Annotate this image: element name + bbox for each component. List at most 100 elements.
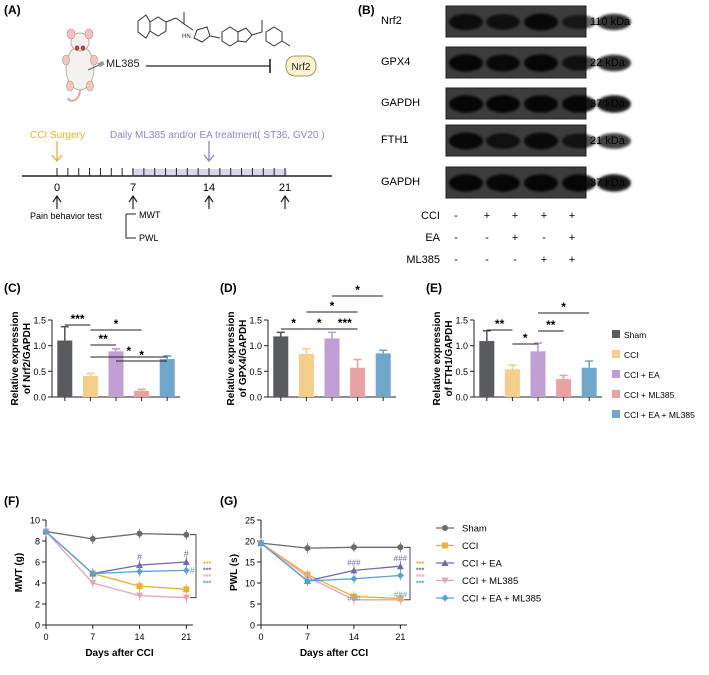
bar (324, 338, 340, 397)
y-tick-label: 10 (30, 516, 40, 526)
bar (57, 340, 73, 397)
significance-label: ** (495, 317, 505, 331)
legend-swatch (612, 390, 620, 398)
mouse-icon (62, 28, 105, 102)
test-pwl: PWL (139, 233, 159, 243)
panel-b-label: (B) (358, 3, 375, 17)
y-tick-label: 6 (35, 558, 40, 568)
blot-band (524, 132, 558, 150)
blot-band (524, 95, 558, 113)
significance-stars: *** (416, 581, 424, 588)
significance-label: * (291, 316, 296, 330)
blot-protein-label: GAPDH (381, 97, 420, 109)
legend-label: CCI (624, 350, 639, 360)
series-line (260, 542, 401, 601)
significance-label: * (523, 331, 528, 345)
legend-marker (441, 559, 449, 566)
condition-sign: - (454, 232, 458, 244)
pain-test-label: Pain behavior test (30, 211, 103, 221)
y-axis-label-line: of Nrf2/GAPDH (22, 323, 33, 394)
legend-marker (442, 542, 448, 549)
condition-sign: - (485, 232, 489, 244)
data-point (304, 545, 311, 552)
condition-sign: - (454, 210, 458, 222)
legend-label: Sham (462, 524, 487, 535)
bar-chart-legend: Sham CCI CCI + EA CCI + ML385 CCI + EA + ML3… (612, 330, 695, 420)
blot-protein-label: GAPDH (381, 176, 420, 188)
data-point (136, 561, 144, 569)
pain-test-arrowhead (204, 194, 214, 203)
legend-label: Sham (624, 330, 646, 340)
blot-band (597, 95, 631, 113)
legend-label: CCI + ML385 (462, 576, 518, 587)
x-tick-label: 14 (349, 632, 359, 642)
series-line (260, 542, 401, 582)
line-chart-g: (G) 0 5 10 15 20 25 0 7 14 21 Days after CCI PWL (s)… (220, 494, 424, 659)
blot-band (486, 95, 520, 113)
hash-annotation: ### (347, 558, 361, 567)
data-point (42, 528, 50, 536)
data-point (182, 558, 190, 565)
hash-annotation: ### (347, 594, 361, 603)
significance-stars: *** (203, 581, 211, 588)
legend-swatch (612, 350, 620, 358)
blot-band (449, 174, 483, 192)
x-tick-label: 21 (181, 632, 191, 642)
data-point (303, 577, 311, 585)
blot-band (597, 174, 631, 192)
legend-marker (441, 594, 449, 602)
hash-annotation: ### (394, 554, 408, 563)
y-axis-label-line: Relative expression (432, 312, 443, 406)
x-tick-label: 0 (43, 632, 48, 642)
legend-marker (441, 577, 449, 584)
y-axis-label-line: Relative expression (226, 312, 237, 406)
bar (134, 390, 150, 397)
timeline-day-label: 0 (54, 182, 60, 194)
condition-sign: + (512, 232, 518, 244)
blot-size-label: 21 kDa (590, 135, 626, 147)
data-point (136, 583, 143, 590)
blot-size-label: 37 kDa (590, 177, 626, 189)
blot-protein-label: GPX4 (381, 56, 410, 68)
significance-label: *** (338, 316, 352, 330)
data-point (182, 594, 190, 602)
condition-sign: - (542, 232, 546, 244)
blot-band (449, 132, 483, 150)
panel-a-label: (A) (4, 3, 21, 17)
significance-stars: *** (416, 568, 424, 575)
western-blots: Nrf2 110 kDa GPX4 22 kDa GAPDH 37 kDa FTH1 21 k… (381, 5, 631, 199)
data-point (350, 575, 358, 583)
significance-label: * (561, 300, 566, 314)
hash-annotation: # (190, 565, 195, 575)
timeline-day-label: 7 (130, 182, 136, 194)
data-point (397, 544, 404, 551)
condition-sign: + (484, 210, 490, 222)
data-point (89, 580, 97, 587)
y-tick-label: 10 (245, 579, 255, 589)
significance-label: ** (99, 332, 109, 346)
data-point (183, 531, 190, 538)
legend-marker (442, 525, 448, 531)
test-bracket (125, 214, 136, 239)
x-tick-label: 0 (258, 632, 263, 642)
blot-size-label: 22 kDa (590, 57, 626, 69)
data-point (136, 530, 143, 537)
blot-size-label: 37 kDa (590, 98, 626, 110)
significance-label: * (317, 316, 322, 330)
bar (298, 353, 314, 397)
pain-test-arrowhead (128, 194, 138, 203)
panel-label: (G) (220, 494, 237, 508)
blot-band (597, 133, 631, 149)
data-point (136, 592, 144, 600)
blot-band (562, 133, 596, 149)
timeline-day-labels: 0 7 14 21 (52, 182, 291, 209)
timeline-ticks (56, 168, 286, 176)
blot-band (562, 174, 596, 192)
blot-band (562, 55, 596, 71)
y-tick-label: 0.5 (455, 367, 468, 377)
condition-table: CCI - + + + + EA - - + - + ML385 - - - + + (406, 210, 575, 266)
y-tick-label: 4 (35, 579, 40, 589)
data-point (136, 567, 144, 575)
